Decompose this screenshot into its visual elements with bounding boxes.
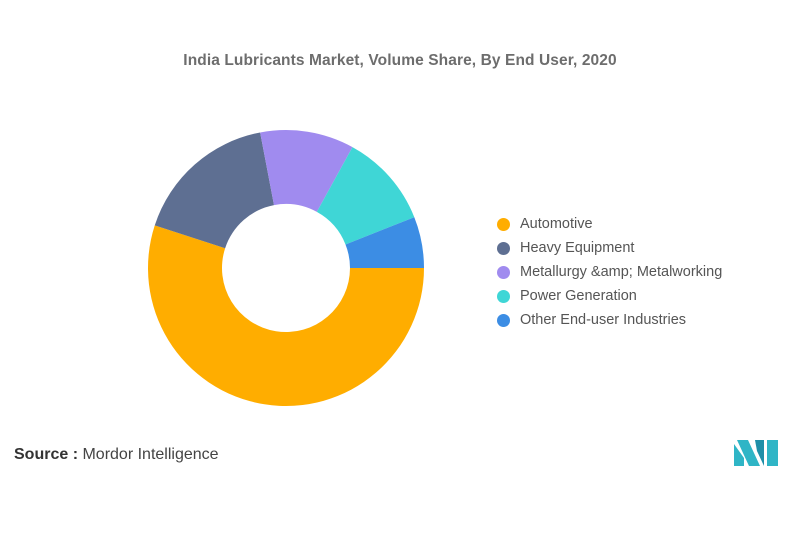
legend-item: Power Generation — [497, 284, 722, 308]
slice-heavy-equipment — [154, 132, 275, 249]
slice-power-generation — [316, 147, 415, 245]
legend-swatch — [497, 265, 510, 279]
legend-label: Heavy Equipment — [520, 240, 635, 256]
legend-swatch — [497, 241, 510, 255]
legend-label: Automotive — [520, 216, 593, 232]
mordor-intelligence-logo-icon — [734, 440, 778, 466]
slice-metallurgy-amp-metalworking — [260, 130, 353, 212]
source-value: Mordor Intelligence — [82, 446, 219, 463]
slice-other-end-user-industries — [345, 217, 424, 268]
legend-swatch — [497, 313, 510, 327]
chart-title: India Lubricants Market, Volume Share, B… — [183, 52, 617, 69]
legend-item: Automotive — [497, 212, 722, 236]
legend-swatch — [497, 289, 510, 303]
legend-item: Other End-user Industries — [497, 308, 722, 332]
slice-automotive — [147, 225, 424, 407]
legend-label: Power Generation — [520, 288, 637, 304]
source-note: Source : Mordor Intelligence — [14, 446, 219, 464]
legend-swatch — [497, 217, 510, 231]
legend-item: Heavy Equipment — [497, 236, 722, 260]
chart-legend: Automotive Heavy Equipment Metallurgy &amp… — [497, 212, 722, 332]
legend-label: Other End-user Industries — [520, 312, 687, 328]
legend-item: Metallurgy &amp; Metalworking — [497, 260, 722, 284]
legend-label: Metallurgy &amp; Metalworking — [520, 264, 723, 280]
source-label: Source : — [14, 446, 79, 463]
